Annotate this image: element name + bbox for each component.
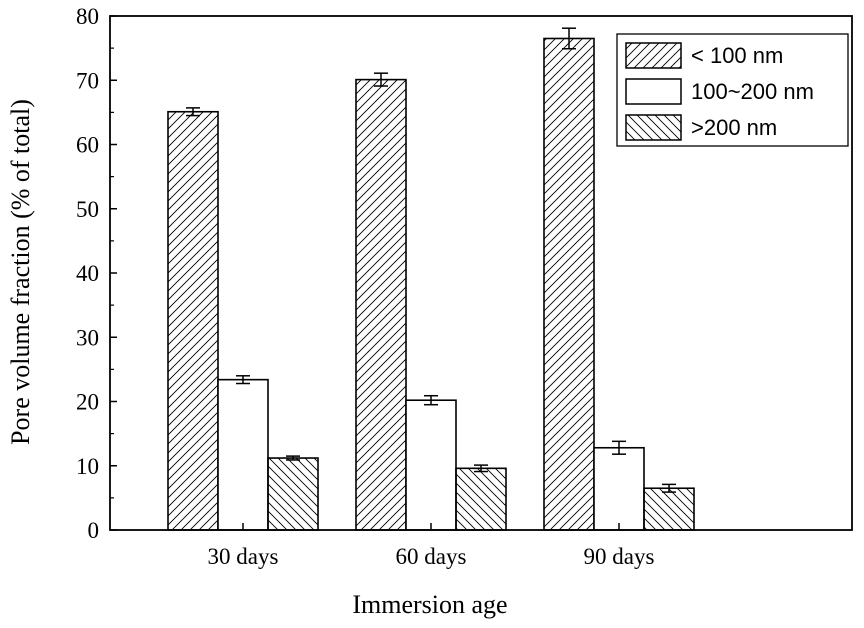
legend-label-2: 100~200 nm (691, 79, 814, 104)
error-bar (612, 440, 626, 455)
error-bar (562, 27, 576, 50)
y-tick-label: 10 (76, 454, 99, 479)
error-bar (286, 455, 300, 461)
bar-2-3 (593, 446, 645, 531)
x-tick-label: 90 days (584, 544, 655, 569)
bar-3-1 (267, 457, 319, 531)
legend-swatch-3 (625, 114, 682, 141)
bar-3-2 (455, 467, 507, 531)
x-tick-label: 60 days (396, 544, 467, 569)
bar-1-2 (355, 78, 407, 531)
y-tick-label: 30 (76, 325, 99, 350)
error-bar (236, 375, 250, 385)
bar-3-3 (643, 487, 695, 531)
y-tick-label: 60 (76, 133, 99, 158)
x-axis-title: Immersion age (352, 590, 507, 619)
y-tick-label: 0 (88, 518, 100, 543)
y-tick-label: 70 (76, 68, 99, 93)
bar-2-1 (217, 378, 269, 531)
bar-1-1 (167, 110, 219, 531)
bars-layer (167, 27, 695, 531)
y-tick-label: 50 (76, 197, 99, 222)
legend-swatch-1 (625, 42, 682, 69)
x-tick-label: 30 days (208, 544, 279, 569)
error-bar (424, 394, 438, 406)
legend-label-1: < 100 nm (691, 43, 783, 68)
y-tick-label: 20 (76, 390, 99, 415)
bar-1-3 (543, 37, 595, 531)
y-tick-label: 40 (76, 261, 99, 286)
axes-layer: 0 10 20 30 40 50 60 70 80 30 days 60 days 90 days (76, 4, 853, 569)
y-tick-label: 80 (76, 4, 99, 29)
bar-2-2 (405, 399, 457, 531)
error-bar (474, 464, 488, 473)
error-bar (374, 72, 388, 87)
error-bar (186, 107, 200, 117)
legend-label-3: >200 nm (691, 115, 777, 140)
error-bar (662, 483, 676, 493)
y-axis-title: Pore volume fraction (% of total) (6, 99, 35, 445)
legend: < 100 nm 100~200 nm >200 nm (616, 33, 849, 147)
legend-swatch-2 (625, 78, 682, 105)
